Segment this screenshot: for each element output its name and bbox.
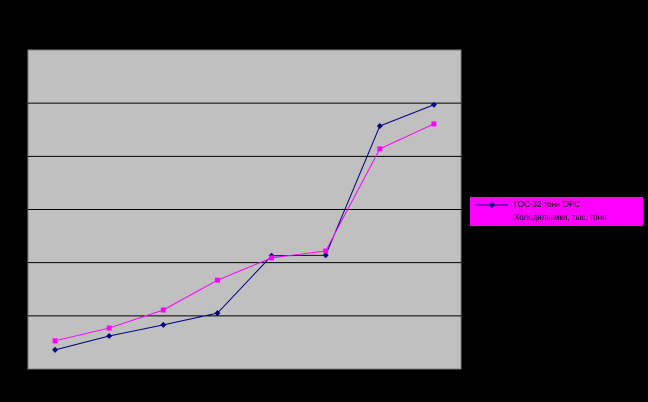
marker [489,202,495,208]
marker [52,346,59,353]
marker [322,252,329,259]
marker [269,255,275,261]
marker [323,248,329,254]
marker [489,215,495,221]
marker [430,101,437,108]
marker [214,310,221,317]
legend [470,197,643,226]
marker [431,121,437,127]
marker [214,277,220,283]
marker [106,333,113,340]
marker [52,338,58,344]
series-line [54,123,435,342]
marker [377,146,383,152]
legend-label: ГОС-32 тонн ОРС [514,200,580,209]
series-line [54,104,435,351]
marker [160,321,167,328]
marker [376,123,383,130]
marker [160,307,166,313]
marker [106,325,112,331]
legend-label: Холодильники, тыс. тонн [514,213,607,222]
